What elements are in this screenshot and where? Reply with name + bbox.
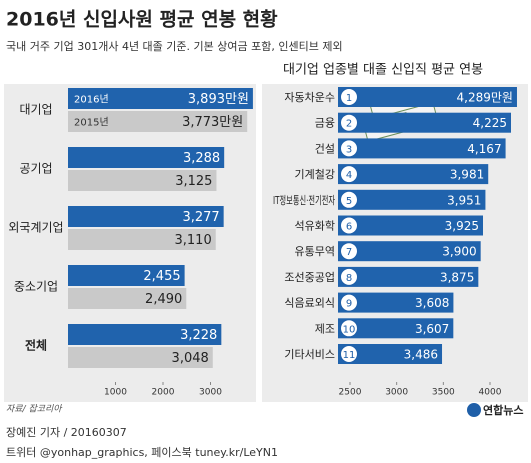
category-label: 식음료외식 [284,297,335,310]
rank-circle [340,88,358,106]
bar [338,318,454,339]
logo: 연합뉴스 [467,403,523,417]
byline: 장예진 기자 / 20160307 [6,426,127,439]
bar [68,288,187,309]
x-tick-label: 3000 [385,388,408,398]
value-label: 3,607 [415,322,449,336]
rank-label: 9 [346,299,352,310]
category-label: 대기업 [19,103,52,117]
rank-circle [340,139,358,158]
bar [68,265,185,286]
value-label: 3,773만원 [182,115,243,130]
bar [68,88,253,109]
bar [338,292,454,313]
category-label: 제조 [315,322,335,335]
value-label: 3,288 [183,151,220,166]
logo-icon [467,403,481,417]
category-label: 석유화학 [295,220,335,233]
bar [338,189,486,210]
value-label: 3,110 [175,233,212,248]
right-title: 대기업 업종별 대졸 신입직 평균 연봉 [283,63,483,78]
category-label: 기계철강 [295,168,335,181]
bar [338,138,506,159]
value-label: 4,167 [467,142,501,156]
category-label: 금융 [315,117,335,130]
value-label: 3,608 [415,296,449,310]
category-label: 건설 [315,142,335,155]
value-label: 2,490 [145,292,182,307]
rank-label: 1 [346,93,352,104]
bar [68,170,217,191]
value-label: 3,875 [440,270,474,284]
rank-circle [340,190,358,209]
rank-circle [340,216,358,235]
bar [68,147,225,168]
category-label: 유통무역 [295,245,335,258]
legend-label: 2016년 [74,94,109,106]
x-tick-label: 4000 [479,388,502,398]
value-label: 3,893만원 [188,92,249,107]
bar [338,112,511,133]
rank-circle [340,319,358,338]
category-label: 기타서비스 [284,348,335,361]
title: 2016년 신입사원 평균 연봉 현황 [6,8,278,31]
bar [68,206,224,227]
bar [338,344,443,364]
rank-circle [340,165,358,184]
source: 자료/ 잡코리아 [6,404,63,415]
rank-label: 8 [346,273,352,284]
rank-circle [340,345,358,363]
x-tick-label: 1000 [104,388,127,398]
rank-label: 7 [346,247,352,258]
rank-circle [340,242,358,261]
x-tick-label: 3000 [199,388,222,398]
bar [68,229,216,250]
x-tick-label: 2000 [152,388,175,398]
legend-label: 2015년 [74,117,109,129]
x-tick-label: 3500 [432,388,455,398]
rank-label: 6 [346,222,352,233]
value-label: 3,900 [442,245,476,259]
rank-label: 2 [346,119,352,130]
value-label: 2,455 [143,269,180,284]
category-label: 자동차운수 [284,91,335,104]
category-label: 공기업 [19,162,52,176]
subtitle: 국내 거주 기업 301개사 4년 대졸 기준. 기본 상여금 포함, 인센티브… [6,40,343,53]
category-label: 외국계기업 [8,221,63,235]
category-label: 조선중공업 [284,271,335,284]
rank-label: 4 [346,170,352,181]
bar [338,266,479,287]
value-label: 3,981 [450,168,484,182]
logo-text: 연합뉴스 [483,403,523,417]
category-label: 전체 [25,338,47,353]
category-label: IT정보통신·전기전자 [273,194,335,207]
rank-circle [340,293,358,312]
rank-label: 11 [343,350,356,361]
rank-label: 3 [346,144,352,155]
value-label: 3,228 [180,328,217,343]
category-label: 중소기업 [14,280,58,294]
bar [338,241,481,262]
value-label: 4,225 [473,116,507,130]
value-label: 4,289만원 [457,91,513,105]
value-label: 3,951 [447,193,481,207]
bar [68,347,213,368]
value-label: 3,925 [445,219,479,233]
bar [68,111,248,132]
bar [68,324,222,345]
rank-circle [340,267,358,286]
value-label: 3,277 [182,210,219,225]
rank-label: 10 [343,324,356,335]
bar [338,164,489,185]
bar [338,215,483,236]
value-label: 3,125 [175,174,212,189]
bar [338,87,517,107]
x-tick-label: 2500 [339,388,362,398]
rank-label: 5 [346,196,352,207]
value-label: 3,486 [404,348,438,362]
sns: 트위터 @yonhap_graphics, 페이스북 tuney.kr/LeYN… [6,446,278,459]
rank-circle [340,113,358,132]
value-label: 3,048 [172,351,209,366]
